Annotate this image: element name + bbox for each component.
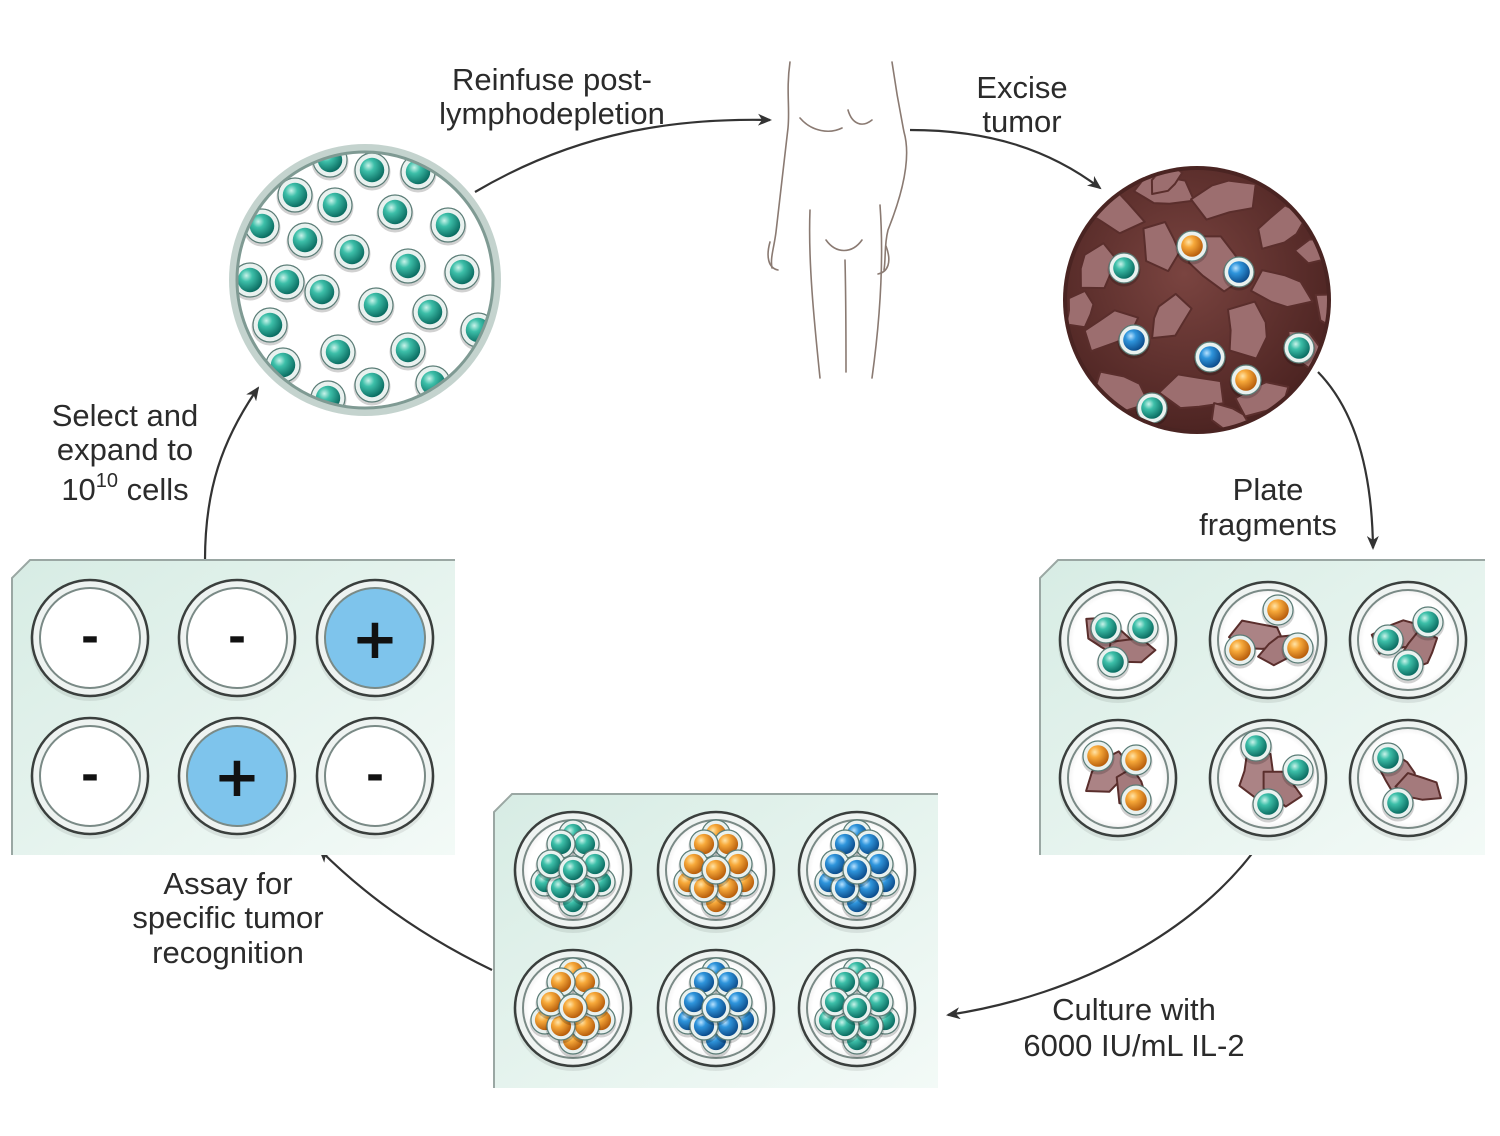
excised-tumor (1063, 166, 1331, 434)
label-plate-line2: fragments (1199, 507, 1337, 542)
assay-result-sign: - (228, 612, 246, 663)
assay-well-negative: - (30, 578, 150, 701)
patient-body-icon (767, 61, 908, 379)
label-culture-line2: 6000 IU/mL IL-2 (1023, 1028, 1244, 1063)
arrow-select (203, 386, 260, 561)
assay-well-negative: - (177, 578, 297, 701)
tray-plated-fragments (1039, 559, 1485, 855)
label-culture-line1: Culture with (1052, 992, 1216, 1027)
assay-well-positive: + (315, 578, 435, 701)
label-select-exponent: 10 (96, 470, 118, 492)
label-excise-line1: Excise (976, 70, 1067, 105)
label-select-line2: expand to (57, 432, 193, 467)
assay-result-sign: - (81, 612, 99, 663)
tray-cultured-wells (493, 793, 938, 1088)
label-select-line3: 1010 cells (61, 470, 188, 507)
assay-result-sign: + (214, 745, 261, 810)
arrow-excise (909, 128, 1102, 190)
arrow-assay (318, 848, 493, 971)
label-assay-line3: recognition (152, 935, 304, 970)
arrow-culture (946, 839, 1263, 1020)
arrow-plate (1317, 371, 1379, 550)
assay-result-sign: - (366, 750, 384, 801)
expanded-til-population (229, 144, 501, 416)
assay-well-positive: + (177, 716, 297, 839)
label-reinfuse-line2: lymphodepletion (439, 96, 665, 131)
tray-assay-wells: - - + - + - (11, 559, 455, 855)
assay-result-sign: - (81, 750, 99, 801)
assay-well-negative: - (315, 716, 435, 839)
arrow-reinfuse (474, 113, 772, 193)
label-reinfuse-line1: Reinfuse post- (452, 62, 652, 97)
assay-well-negative: - (30, 716, 150, 839)
label-select-line1: Select and (52, 398, 199, 433)
label-select-base: 10 (61, 472, 95, 507)
label-select-rest: cells (118, 472, 189, 507)
label-excise-line2: tumor (982, 104, 1061, 139)
label-plate-line1: Plate (1233, 472, 1304, 507)
label-assay-line1: Assay for (163, 866, 292, 901)
assay-result-sign: + (352, 607, 399, 672)
label-assay-line2: specific tumor (132, 900, 323, 935)
